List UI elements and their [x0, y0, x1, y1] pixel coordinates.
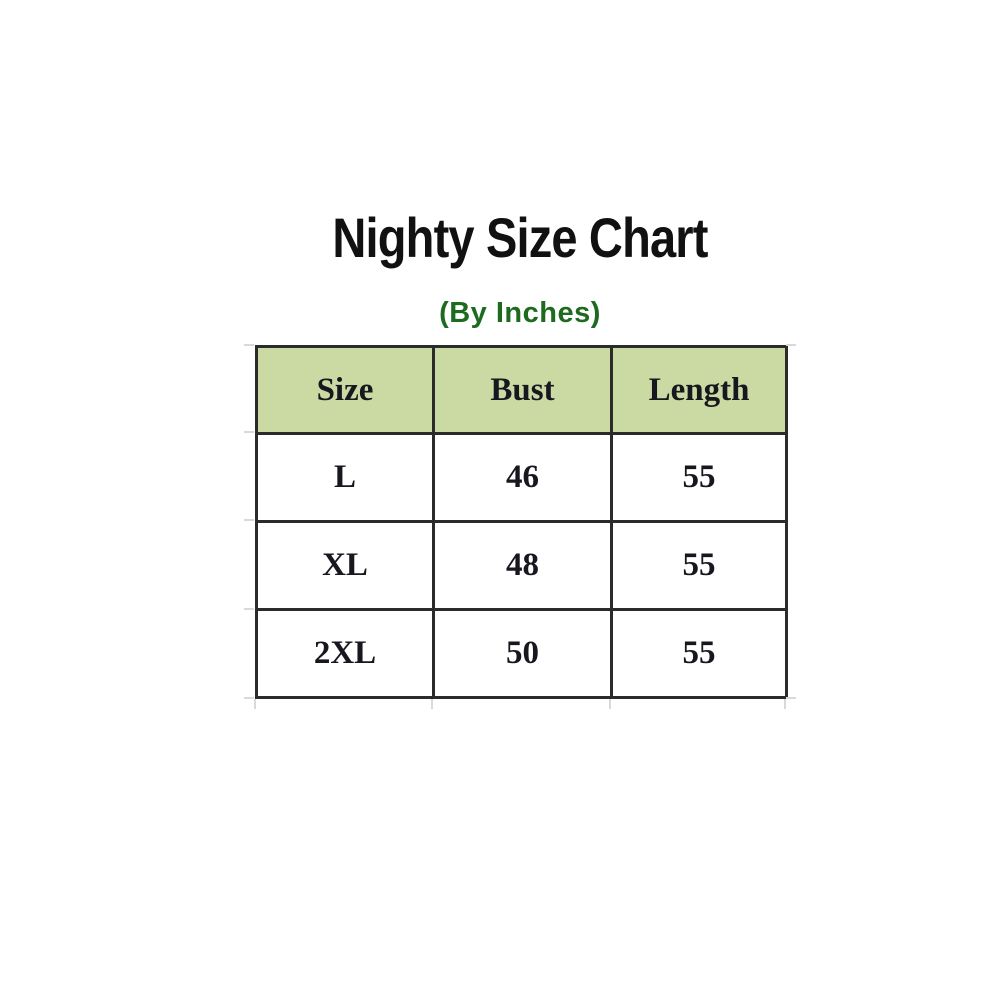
gridline-stub	[609, 699, 611, 709]
cell-bust: 50	[432, 608, 613, 699]
table-row-2xl: 2XL 50 55	[255, 608, 788, 699]
header-cell-length: Length	[610, 345, 788, 435]
page-subtitle: (By Inches)	[439, 297, 601, 329]
header-cell-size: Size	[255, 345, 435, 435]
table-header-row: Size Bust Length	[255, 345, 788, 435]
cell-bust: 46	[432, 432, 613, 523]
gridline-stub	[244, 431, 254, 433]
gridline-stub	[786, 697, 796, 699]
gridline-stub	[254, 699, 256, 709]
gridline-stub	[244, 344, 254, 346]
gridline-stub	[244, 519, 254, 521]
table-row-l: L 46 55	[255, 432, 788, 523]
table-row-xl: XL 48 55	[255, 520, 788, 611]
header-cell-bust: Bust	[432, 345, 613, 435]
cell-size: XL	[255, 520, 435, 611]
cell-bust: 48	[432, 520, 613, 611]
page-title: Nighty Size Chart	[332, 206, 708, 269]
gridline-stub	[244, 697, 254, 699]
cell-size: 2XL	[255, 608, 435, 699]
gridline-stub	[431, 699, 433, 709]
gridline-stub	[244, 608, 254, 610]
cell-size: L	[255, 432, 435, 523]
cell-length: 55	[610, 608, 788, 699]
size-table-wrapper: Size Bust Length L 46 55 XL 48 55	[244, 344, 796, 709]
cell-length: 55	[610, 432, 788, 523]
size-table: Size Bust Length L 46 55 XL 48 55	[255, 345, 788, 699]
gridline-stub	[784, 699, 786, 709]
gridline-stub	[786, 344, 796, 346]
size-chart-content: Nighty Size Chart (By Inches) Size Bust …	[244, 0, 796, 1000]
cell-length: 55	[610, 520, 788, 611]
